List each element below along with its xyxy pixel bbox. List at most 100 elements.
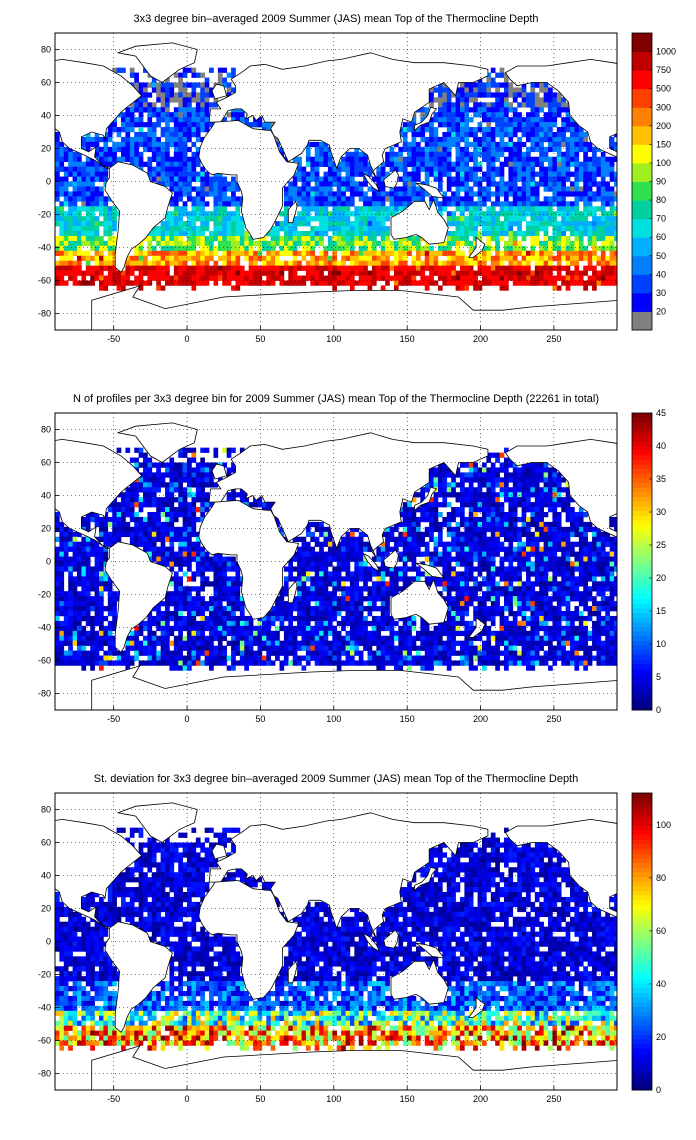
heatmap-cell xyxy=(464,462,470,468)
heatmap-cell xyxy=(59,260,65,266)
heatmap-cell xyxy=(165,556,170,562)
heatmap-cell xyxy=(217,240,223,247)
heatmap-cell xyxy=(508,556,514,562)
heatmap-cell xyxy=(204,502,210,508)
heatmap-cell xyxy=(244,235,249,242)
heatmap-cell xyxy=(530,122,536,128)
heatmap-cell xyxy=(468,186,474,192)
heatmap-cell xyxy=(433,87,439,93)
heatmap-cell xyxy=(231,191,236,197)
heatmap-cell xyxy=(398,265,404,271)
heatmap-cell xyxy=(415,265,421,271)
heatmap-cell xyxy=(402,181,408,187)
heatmap-cell xyxy=(578,275,584,281)
heatmap-cell xyxy=(490,487,496,493)
heatmap-cell xyxy=(200,181,205,187)
heatmap-cell xyxy=(327,171,333,177)
heatmap-cell xyxy=(90,235,95,242)
heatmap-cell xyxy=(349,240,355,247)
heatmap-cell xyxy=(424,551,430,557)
heatmap-cell xyxy=(600,280,606,286)
heatmap-cell xyxy=(508,526,514,533)
heatmap-cell xyxy=(508,226,514,232)
heatmap-cell xyxy=(393,191,399,197)
heatmap-cell xyxy=(596,561,602,567)
heatmap-cell xyxy=(160,176,166,182)
heatmap-cell xyxy=(94,561,100,567)
heatmap-cell xyxy=(63,181,69,187)
heatmap-cell xyxy=(565,151,571,158)
heatmap-cell xyxy=(464,107,470,113)
heatmap-cell xyxy=(156,240,161,247)
heatmap-cell xyxy=(446,201,452,207)
heatmap-cell xyxy=(85,161,91,167)
heatmap-cell xyxy=(239,196,245,202)
heatmap-cell xyxy=(200,512,205,518)
heatmap-cell xyxy=(574,235,580,242)
heatmap-cell xyxy=(151,487,157,493)
heatmap-cell xyxy=(345,556,351,562)
heatmap-cell xyxy=(270,250,276,257)
heatmap-cell xyxy=(279,250,285,257)
heatmap-cell xyxy=(482,92,487,98)
heatmap-cell xyxy=(314,191,320,197)
heatmap-cell xyxy=(178,240,183,247)
heatmap-cell xyxy=(231,235,236,242)
heatmap-cell xyxy=(81,536,87,542)
heatmap-cell xyxy=(437,186,443,192)
heatmap-cell xyxy=(257,240,263,247)
heatmap-cell xyxy=(151,265,157,271)
heatmap-cell xyxy=(314,536,320,542)
heatmap-cell xyxy=(173,221,179,227)
heatmap-cell xyxy=(200,472,205,478)
heatmap-cell xyxy=(429,526,434,533)
heatmap-cell xyxy=(182,497,188,503)
heatmap-cell xyxy=(486,521,492,528)
heatmap-cell xyxy=(468,492,474,498)
landmass xyxy=(211,83,228,100)
heatmap-cell xyxy=(165,136,170,143)
heatmap-cell xyxy=(446,521,452,528)
heatmap-cell xyxy=(556,181,562,187)
heatmap-cell xyxy=(499,487,505,493)
heatmap-cell xyxy=(482,82,487,88)
heatmap-cell xyxy=(451,512,456,518)
heatmap-cell xyxy=(534,487,540,493)
heatmap-cell xyxy=(231,87,236,93)
heatmap-cell xyxy=(169,556,175,562)
heatmap-cell xyxy=(424,516,430,523)
heatmap-cell xyxy=(341,211,346,217)
heatmap-cell xyxy=(411,556,417,562)
heatmap-cell xyxy=(539,260,544,266)
heatmap-cell xyxy=(191,221,197,227)
heatmap-cell xyxy=(614,171,617,177)
heatmap-cell xyxy=(288,270,294,276)
heatmap-cell xyxy=(565,122,571,128)
heatmap-cell xyxy=(156,166,161,172)
heatmap-cell xyxy=(504,536,509,542)
heatmap-cell xyxy=(530,221,536,227)
heatmap-cell xyxy=(486,117,492,123)
heatmap-cell xyxy=(486,492,492,498)
heatmap-cell xyxy=(473,211,478,217)
heatmap-cell xyxy=(371,231,377,237)
heatmap-cell xyxy=(561,556,566,562)
heatmap-cell xyxy=(398,255,404,261)
heatmap-cell xyxy=(552,240,558,247)
heatmap-cell xyxy=(341,196,346,202)
heatmap-cell xyxy=(556,141,562,148)
heatmap-cell xyxy=(125,521,131,528)
heatmap-cell xyxy=(512,146,518,153)
heatmap-cell xyxy=(143,541,148,547)
colorbar-segment xyxy=(632,88,652,108)
heatmap-cell xyxy=(103,526,109,533)
heatmap-cell xyxy=(90,270,95,276)
heatmap-cell xyxy=(574,196,580,202)
heatmap-cell xyxy=(94,146,100,153)
heatmap-cell xyxy=(332,260,338,266)
heatmap-cell xyxy=(191,265,197,271)
heatmap-cell xyxy=(169,526,175,533)
heatmap-cell xyxy=(72,191,78,197)
heatmap-cell xyxy=(614,245,617,252)
heatmap-cell xyxy=(596,541,602,547)
